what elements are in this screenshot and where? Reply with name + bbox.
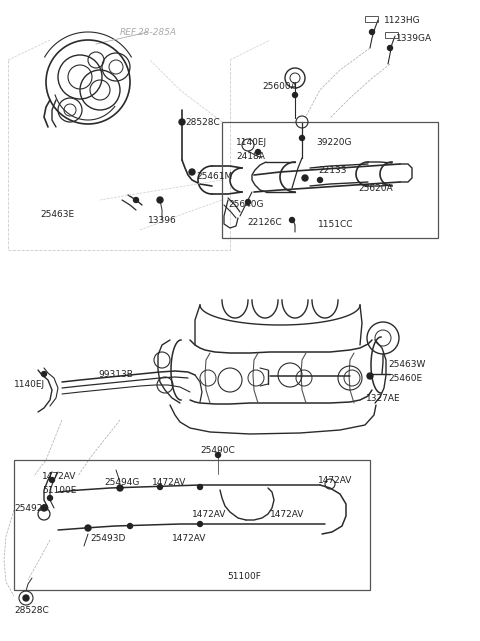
Text: 25492B: 25492B [14,504,48,513]
Bar [365,16,378,22]
Circle shape [23,595,29,601]
Circle shape [289,217,295,222]
Circle shape [157,197,163,203]
Text: 2418A: 2418A [236,152,265,161]
Circle shape [48,495,52,501]
Circle shape [133,197,139,203]
Bar [385,32,398,38]
Text: 25493D: 25493D [90,534,125,543]
Text: REF.28-285A: REF.28-285A [120,28,177,37]
Text: 1472AV: 1472AV [152,478,186,487]
Text: 25460E: 25460E [388,374,422,383]
Text: 25461M: 25461M [196,172,232,181]
Circle shape [85,525,91,531]
Circle shape [117,485,123,491]
Circle shape [179,119,185,125]
Text: 25600A: 25600A [263,82,298,91]
Circle shape [302,175,308,181]
Circle shape [387,46,393,51]
Text: 1140EJ: 1140EJ [236,138,267,147]
Circle shape [292,92,298,97]
Text: 13396: 13396 [148,216,177,225]
Text: 25463E: 25463E [40,210,74,219]
Circle shape [300,135,304,140]
Text: 39220G: 39220G [316,138,351,147]
Text: 22133: 22133 [318,166,347,175]
Circle shape [189,169,195,175]
Text: 25640G: 25640G [228,200,264,209]
Text: 51100F: 51100F [227,572,261,581]
Text: 25463W: 25463W [388,360,425,369]
Circle shape [49,478,55,483]
Text: 1472AV: 1472AV [318,476,352,485]
Text: 1472AV: 1472AV [270,510,304,519]
Text: 25620A: 25620A [358,184,393,193]
Text: 1472AV: 1472AV [42,472,76,481]
Bar [222,122,438,238]
Circle shape [41,372,47,376]
Circle shape [216,453,220,458]
Text: 28528C: 28528C [14,606,49,615]
Text: 1472AV: 1472AV [192,510,227,519]
Circle shape [41,505,47,511]
Circle shape [157,485,163,490]
Circle shape [128,524,132,528]
Circle shape [255,149,261,154]
Text: 51100E: 51100E [42,486,76,495]
Circle shape [367,373,373,379]
Text: 25490C: 25490C [201,446,235,455]
Circle shape [197,485,203,490]
Text: 1151CC: 1151CC [318,220,353,229]
Text: 22126C: 22126C [247,218,282,227]
Text: 1123HG: 1123HG [384,16,420,25]
Circle shape [245,199,251,204]
Text: 25494G: 25494G [104,478,139,487]
Text: 99313B: 99313B [98,370,133,379]
Text: 1339GA: 1339GA [396,34,432,43]
Text: 1327AE: 1327AE [366,394,401,403]
Text: 28528C: 28528C [185,118,220,127]
Text: 1472AV: 1472AV [172,534,206,543]
Bar [14,460,370,590]
Circle shape [317,178,323,183]
Text: 1140EJ: 1140EJ [14,380,45,389]
Circle shape [197,522,203,526]
Circle shape [370,29,374,35]
